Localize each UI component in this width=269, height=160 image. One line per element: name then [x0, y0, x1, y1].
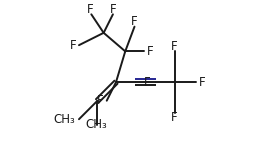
Text: CH₃: CH₃	[86, 118, 108, 131]
Text: F: F	[110, 3, 117, 16]
Text: F: F	[144, 76, 150, 89]
Text: F: F	[171, 112, 178, 124]
Text: F: F	[171, 40, 178, 53]
Text: F: F	[147, 45, 153, 58]
Text: F: F	[131, 15, 138, 28]
Text: F: F	[97, 94, 104, 107]
Text: F: F	[70, 39, 76, 52]
Text: CH₃: CH₃	[53, 113, 75, 126]
Text: F: F	[199, 76, 206, 89]
Text: F: F	[87, 3, 94, 16]
